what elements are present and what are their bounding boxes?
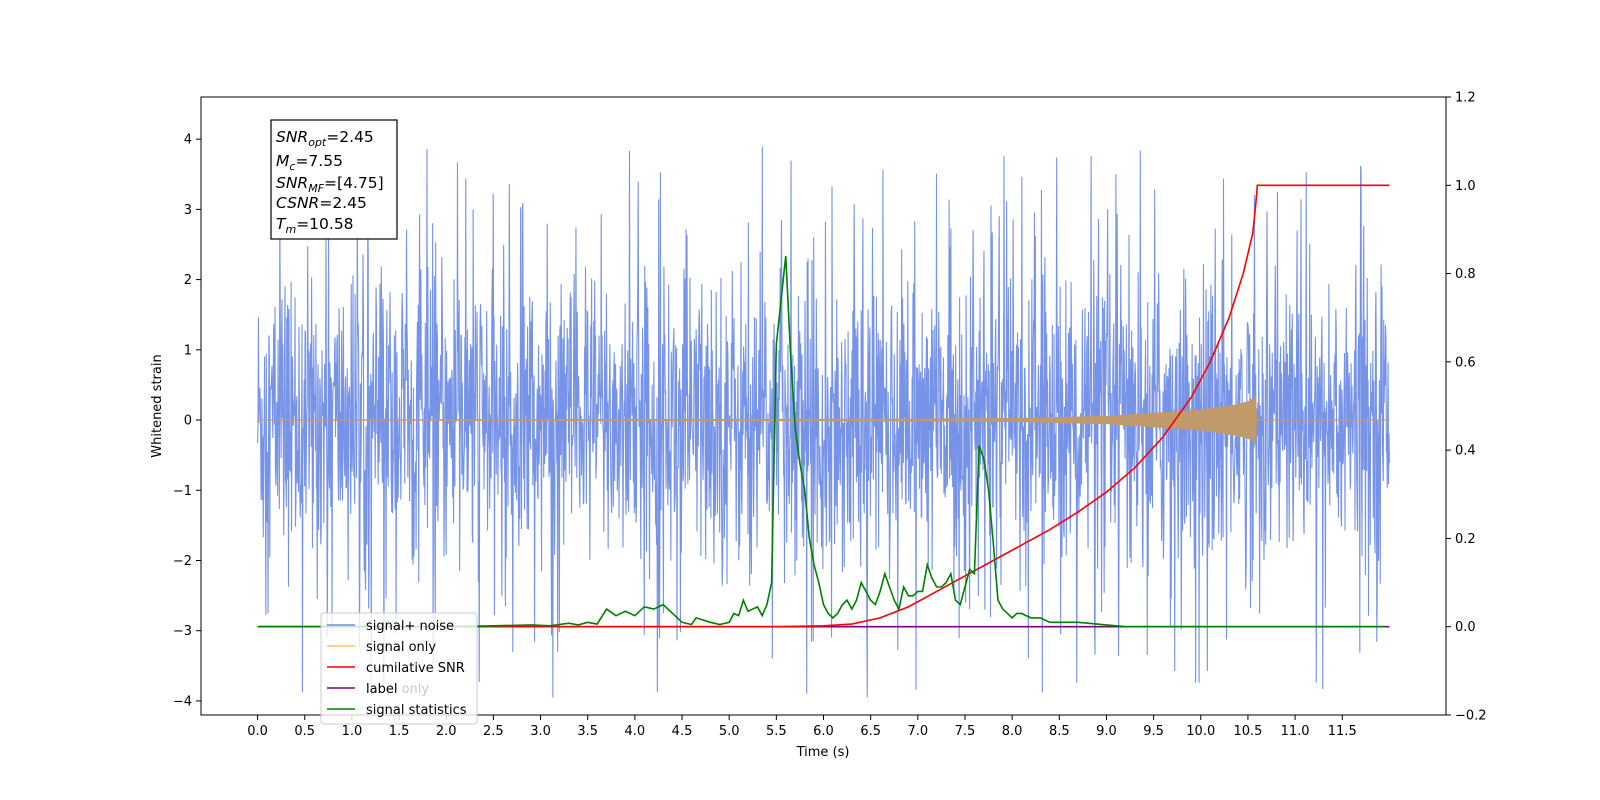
series-signal-noise-line bbox=[257, 146, 1390, 698]
y2-tick-label: 1.0 bbox=[1455, 179, 1476, 194]
legend-overlap-label-only: label only bbox=[366, 682, 429, 697]
x-tick-label: 0.0 bbox=[247, 724, 268, 739]
x-tick-label: 6.0 bbox=[813, 724, 834, 739]
annotation-snr-opt-value: =2.45 bbox=[326, 128, 374, 146]
legend-label-signal-noise: signal+ noise bbox=[366, 619, 454, 634]
legend-label-signal-only: signal only bbox=[366, 640, 436, 655]
annotation-chirp-mass-subscript: c bbox=[289, 160, 295, 173]
y-tick-label: −4 bbox=[173, 694, 192, 709]
y-tick-label: 1 bbox=[184, 343, 192, 358]
x-tick-label: 5.5 bbox=[766, 724, 787, 739]
y-tick-label: −2 bbox=[173, 554, 192, 569]
y-tick-label: 0 bbox=[184, 414, 192, 429]
legend-label-label: label bbox=[366, 682, 397, 697]
legend-label-cumulative-snr: cumilative SNR bbox=[366, 661, 465, 676]
annotation-merger-time-subscript: m bbox=[285, 223, 296, 236]
y2-tick-label: 1.2 bbox=[1455, 91, 1476, 106]
series-signal-statistics-line bbox=[257, 255, 1385, 628]
y2-tick-label: −0.2 bbox=[1455, 709, 1487, 724]
x-tick-label: 1.0 bbox=[342, 724, 363, 739]
x-axis-label: Time (s) bbox=[796, 745, 850, 760]
x-tick-label: 10.0 bbox=[1186, 724, 1215, 739]
annotation-chirp-mass-value: =7.55 bbox=[295, 152, 343, 170]
annotation-merger-time-value: =10.58 bbox=[296, 215, 353, 233]
y-tick-label: −1 bbox=[173, 484, 192, 499]
x-tick-label: 9.5 bbox=[1143, 724, 1164, 739]
series-signal-only-band bbox=[257, 393, 1390, 447]
legend-label-signal-statistics: signal statistics bbox=[366, 703, 467, 718]
annotation-merger-time-label: T bbox=[276, 215, 287, 233]
y-tick-label: 3 bbox=[184, 203, 192, 218]
x-tick-label: 7.0 bbox=[907, 724, 928, 739]
annotation-chirp-mass: Mc=7.55 bbox=[276, 152, 343, 173]
y-tick-label: −3 bbox=[173, 624, 192, 639]
x-tick-label: 5.0 bbox=[719, 724, 740, 739]
axes-layer: 0.0 0.5 1.0 1.5 2.0 2.5 3.0 3.5 4.0 4.5 5.0 5.5 6.0 6… bbox=[173, 91, 1487, 740]
annotation-snr-opt-label: SNR bbox=[276, 128, 308, 146]
x-tick-label: 1.5 bbox=[389, 724, 410, 739]
annotation-chirp-mass-label: M bbox=[276, 152, 289, 170]
annotation-csnr: CSNR=2.45 bbox=[276, 194, 367, 212]
x-tick-label: 2.0 bbox=[436, 724, 457, 739]
legend-frame bbox=[320, 612, 478, 725]
x-tick-label: 8.5 bbox=[1049, 724, 1070, 739]
x-tick-label: 9.0 bbox=[1096, 724, 1117, 739]
annotation-merger-time: Tm=10.58 bbox=[276, 215, 354, 236]
annotation-snr-mf-label: SNR bbox=[276, 174, 308, 192]
x-tick-label: 10.5 bbox=[1233, 724, 1262, 739]
annotation-csnr-value: =2.45 bbox=[319, 194, 367, 212]
y2-tick-label: 0.8 bbox=[1455, 267, 1476, 282]
annotation-snr-mf-subscript: MF bbox=[308, 182, 324, 195]
x-tick-label: 2.5 bbox=[483, 724, 504, 739]
x-tick-label: 4.5 bbox=[672, 724, 693, 739]
annotation-snr-mf-value: =[4.75] bbox=[324, 174, 384, 192]
x-tick-label: 0.5 bbox=[294, 724, 315, 739]
annotation-snr-opt-subscript: opt bbox=[308, 136, 327, 149]
x-tick-label: 7.5 bbox=[955, 724, 976, 739]
series-cumulative-snr-line bbox=[257, 184, 1390, 628]
y2-tick-label: 0.4 bbox=[1455, 444, 1476, 459]
x-tick-label: 4.0 bbox=[625, 724, 646, 739]
y2-tick-label: 0.2 bbox=[1455, 532, 1476, 547]
y2-tick-label: 0.0 bbox=[1455, 620, 1476, 635]
x-tick-label: 11.0 bbox=[1281, 724, 1310, 739]
annotation-snr-opt: SNRopt=2.45 bbox=[276, 128, 374, 149]
y-axis-label: Whitened strain bbox=[150, 354, 165, 457]
annotation-snr-mf: SNRMF=[4.75] bbox=[276, 174, 384, 195]
y-tick-label: 4 bbox=[184, 133, 192, 148]
annotation-box: SNRopt=2.45 Mc=7.55 SNRMF=[4.75] CSNR=2.… bbox=[270, 119, 398, 240]
x-tick-label: 3.0 bbox=[530, 724, 551, 739]
x-tick-label: 6.5 bbox=[860, 724, 881, 739]
legend: signal+ noise signal only cumilative SNR… bbox=[320, 612, 478, 725]
x-tick-label: 11.5 bbox=[1328, 724, 1357, 739]
annotation-box-frame bbox=[270, 119, 398, 240]
annotation-csnr-label: CSNR bbox=[276, 194, 319, 212]
y-tick-label: 2 bbox=[184, 273, 192, 288]
y2-tick-label: 0.6 bbox=[1455, 355, 1476, 370]
x-tick-label: 8.0 bbox=[1002, 724, 1023, 739]
x-tick-label: 3.5 bbox=[577, 724, 598, 739]
